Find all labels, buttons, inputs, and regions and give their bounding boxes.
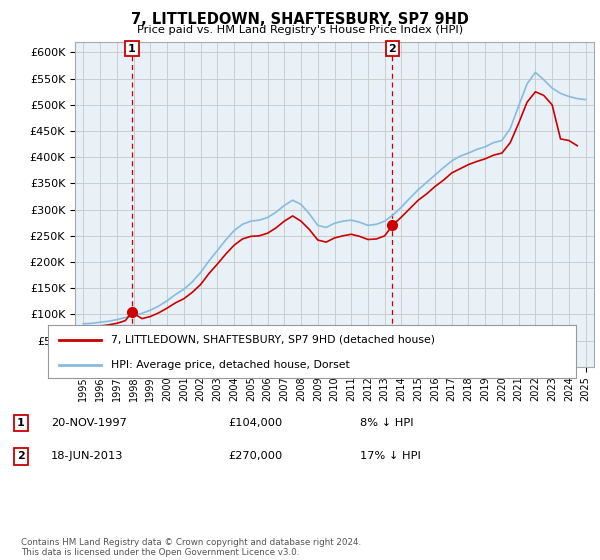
- Text: 2: 2: [17, 451, 25, 461]
- Text: Contains HM Land Registry data © Crown copyright and database right 2024.
This d: Contains HM Land Registry data © Crown c…: [21, 538, 361, 557]
- Text: 20-NOV-1997: 20-NOV-1997: [51, 418, 127, 428]
- Text: 1: 1: [17, 418, 25, 428]
- Text: 2: 2: [389, 44, 397, 54]
- Text: £270,000: £270,000: [228, 451, 282, 461]
- Text: HPI: Average price, detached house, Dorset: HPI: Average price, detached house, Dors…: [112, 360, 350, 370]
- Text: 8% ↓ HPI: 8% ↓ HPI: [360, 418, 413, 428]
- Text: Price paid vs. HM Land Registry's House Price Index (HPI): Price paid vs. HM Land Registry's House …: [137, 25, 463, 35]
- Text: 1: 1: [128, 44, 136, 54]
- Text: £104,000: £104,000: [228, 418, 282, 428]
- Text: 7, LITTLEDOWN, SHAFTESBURY, SP7 9HD: 7, LITTLEDOWN, SHAFTESBURY, SP7 9HD: [131, 12, 469, 27]
- Text: 7, LITTLEDOWN, SHAFTESBURY, SP7 9HD (detached house): 7, LITTLEDOWN, SHAFTESBURY, SP7 9HD (det…: [112, 335, 436, 345]
- Text: 17% ↓ HPI: 17% ↓ HPI: [360, 451, 421, 461]
- Text: 18-JUN-2013: 18-JUN-2013: [51, 451, 124, 461]
